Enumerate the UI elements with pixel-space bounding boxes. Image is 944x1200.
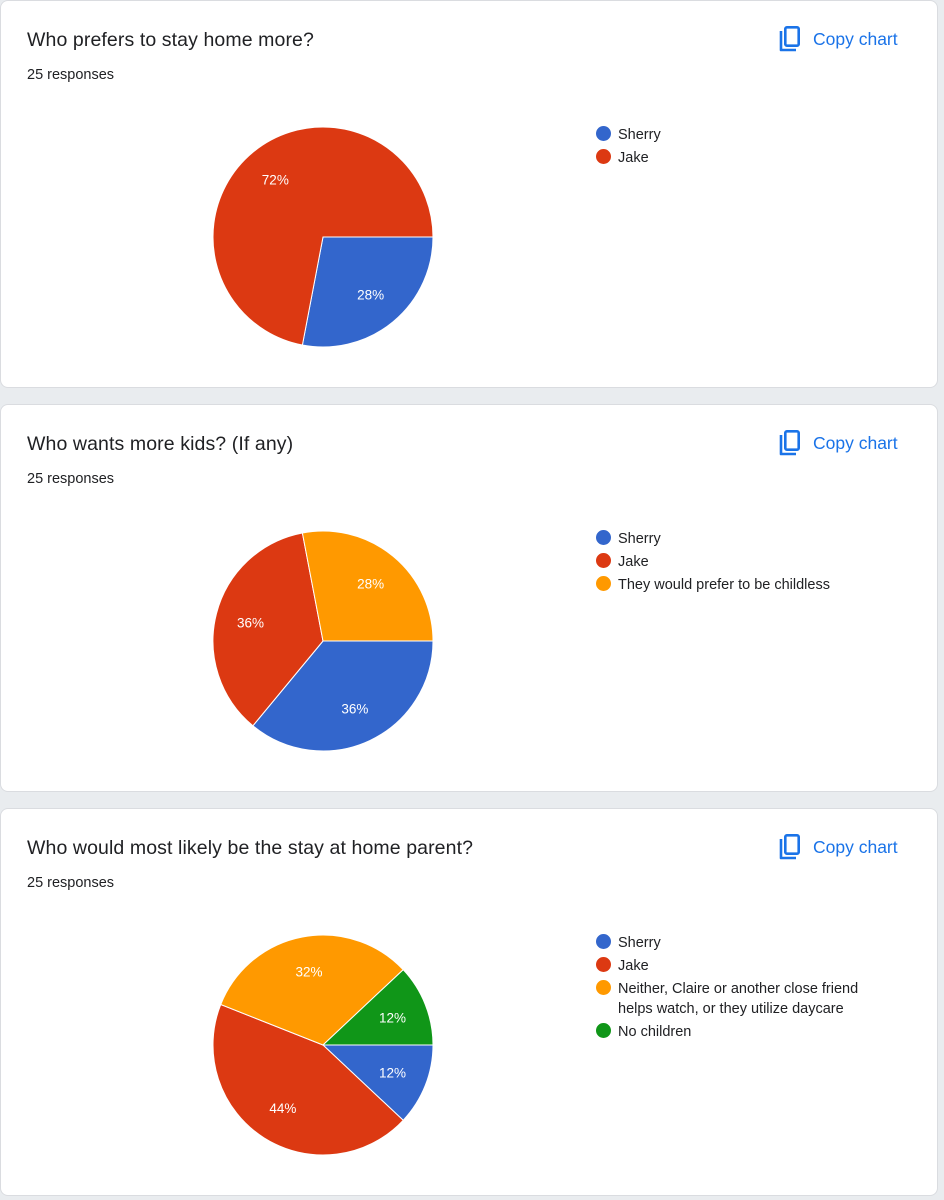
- question-title: Who would most likely be the stay at hom…: [27, 837, 474, 859]
- legend-item: Jake: [596, 956, 896, 976]
- pie-slice: [301, 530, 434, 642]
- legend-swatch: [596, 934, 611, 949]
- slice-label: 28%: [357, 288, 384, 303]
- chart-legend: Sherry Jake They would prefer to be childl…: [596, 529, 896, 598]
- slice-label: 12%: [379, 1010, 406, 1025]
- slice-label: 36%: [237, 615, 264, 630]
- pie-chart: 28% 72%: [212, 126, 434, 348]
- legend-swatch: [596, 530, 611, 545]
- response-count: 25 responses: [27, 471, 115, 487]
- chart-legend: Sherry Jake Neither, Claire or another clo…: [596, 933, 896, 1045]
- legend-label: Jake: [618, 554, 649, 570]
- legend-item: Sherry: [596, 933, 896, 953]
- legend-swatch: [596, 576, 611, 591]
- slice-label: 36%: [341, 702, 368, 717]
- copy-icon: [777, 429, 801, 457]
- pie-slice: [321, 1044, 434, 1122]
- chart-legend: Sherry Jake: [596, 125, 896, 171]
- legend-item: Jake: [596, 552, 896, 572]
- legend-item: Neither, Claire or another close friend …: [596, 979, 896, 1019]
- copy-chart-label: Copy chart: [813, 28, 898, 49]
- copy-icon: [777, 833, 801, 861]
- pie-slice: [212, 1003, 404, 1156]
- chart-card: Who wants more kids? (If any) 25 respons…: [0, 404, 938, 792]
- slice-label: 44%: [269, 1101, 296, 1116]
- legend-item: Sherry: [596, 529, 896, 549]
- pie-slice: [220, 934, 404, 1046]
- response-count: 25 responses: [27, 875, 115, 891]
- legend-label: They would prefer to be childless: [618, 577, 830, 593]
- legend-swatch: [596, 149, 611, 164]
- legend-item: Jake: [596, 148, 896, 168]
- legend-item: They would prefer to be childless: [596, 575, 896, 595]
- legend-swatch: [596, 126, 611, 141]
- legend-swatch: [596, 1023, 611, 1038]
- legend-label: Sherry: [618, 531, 661, 547]
- legend-item: Sherry: [596, 125, 896, 145]
- legend-label: Jake: [618, 150, 649, 166]
- copy-chart-label: Copy chart: [813, 836, 898, 857]
- legend-swatch: [596, 553, 611, 568]
- legend-label: Sherry: [618, 127, 661, 143]
- copy-chart-label: Copy chart: [813, 432, 898, 453]
- slice-label: 32%: [295, 965, 322, 980]
- slice-label: 28%: [357, 576, 384, 591]
- chart-card: Who prefers to stay home more? 25 respon…: [0, 0, 938, 388]
- pie-slice: [321, 968, 434, 1046]
- slice-label: 12%: [379, 1066, 406, 1081]
- pie-slice: [212, 532, 324, 727]
- legend-label: Neither, Claire or another close friend …: [618, 981, 859, 1017]
- question-title: Who prefers to stay home more?: [27, 29, 314, 51]
- legend-label: Jake: [618, 958, 649, 974]
- legend-label: Sherry: [618, 935, 661, 951]
- slice-label: 72%: [262, 172, 289, 187]
- pie-chart: 36% 36% 28%: [212, 530, 434, 752]
- copy-chart-button[interactable]: Copy chart: [777, 833, 898, 861]
- legend-swatch: [596, 957, 611, 972]
- legend-swatch: [596, 980, 611, 995]
- pie-chart: 12% 44% 32% 12%: [212, 934, 434, 1156]
- chart-card: Who would most likely be the stay at hom…: [0, 808, 938, 1196]
- copy-icon: [777, 25, 801, 53]
- legend-item: No children: [596, 1022, 896, 1042]
- pie-slice: [252, 640, 434, 752]
- pie-slice: [301, 236, 434, 348]
- copy-chart-button[interactable]: Copy chart: [777, 429, 898, 457]
- legend-label: No children: [618, 1024, 692, 1040]
- question-title: Who wants more kids? (If any): [27, 433, 294, 455]
- pie-slice: [212, 126, 434, 346]
- copy-chart-button[interactable]: Copy chart: [777, 25, 898, 53]
- response-count: 25 responses: [27, 67, 115, 83]
